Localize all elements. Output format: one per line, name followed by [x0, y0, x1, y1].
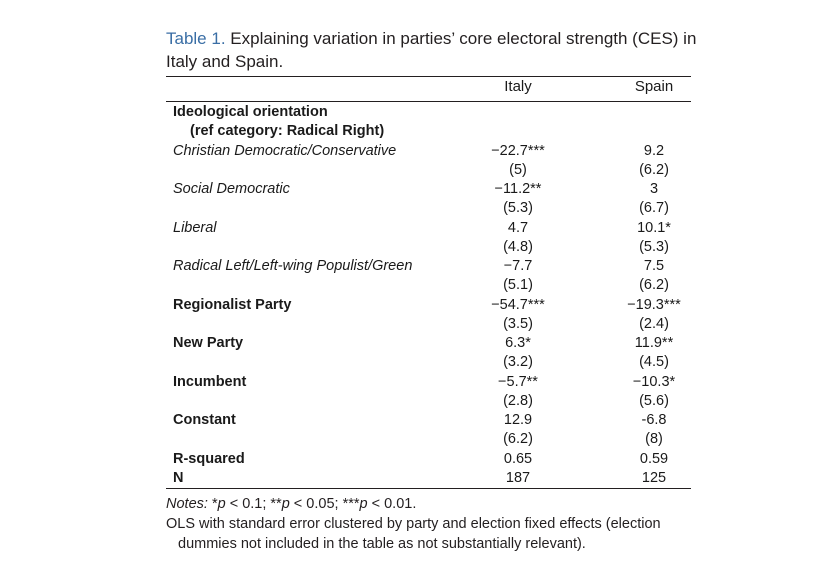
cell-italy: −5.7** — [498, 373, 538, 390]
cell-italy: 4.7 — [507, 219, 529, 236]
cell-spain: −10.3* — [632, 373, 676, 390]
cell-spain: -6.8 — [641, 412, 667, 428]
notes-method: OLS with standard error clustered by par… — [166, 516, 661, 552]
cell-spain: (6.2) — [639, 161, 669, 178]
notes-significance: Notes: *p < 0.1; **p < 0.05; ***p < 0.01… — [166, 496, 417, 512]
cell-spain: 3 — [649, 181, 659, 197]
header-rule — [166, 101, 691, 102]
row-label: N — [173, 469, 184, 486]
table-caption: Table 1. Explaining variation in parties… — [166, 27, 726, 73]
cell-spain: (8) — [645, 431, 663, 448]
row-label: Social Democratic — [173, 181, 290, 197]
row-label: Radical Left/Left-wing Populist/Green — [173, 258, 413, 274]
row-label: R-squared — [173, 450, 245, 467]
cell-spain: (2.4) — [639, 315, 669, 332]
cell-italy: −7.7 — [503, 258, 533, 274]
cell-spain: (5.3) — [639, 238, 669, 255]
cell-italy: (3.2) — [503, 354, 533, 371]
cell-italy: 0.65 — [503, 450, 533, 467]
cell-italy: (3.5) — [503, 315, 533, 332]
cell-spain: 10.1* — [637, 219, 671, 236]
cell-spain: (6.2) — [639, 277, 669, 294]
cell-spain: (6.7) — [639, 200, 669, 217]
row-label: Christian Democratic/Conservative — [173, 142, 397, 159]
cell-italy: −22.7*** — [491, 142, 545, 159]
cell-italy: 6.3* — [505, 335, 531, 351]
cell-spain: 9.2 — [643, 142, 665, 159]
row-label: New Party — [173, 335, 244, 351]
top-rule — [166, 76, 691, 77]
row-label: Liberal — [173, 219, 217, 236]
row-label: Constant — [173, 412, 236, 428]
cell-spain: (4.5) — [639, 354, 669, 371]
table-title: Explaining variation in parties’ core el… — [166, 29, 697, 71]
cell-italy: (6.2) — [503, 431, 533, 448]
cell-spain: 11.9** — [634, 335, 674, 351]
table-notes: Notes: *p < 0.1; **p < 0.05; ***p < 0.01… — [166, 494, 726, 554]
cell-italy: (5) — [509, 161, 527, 178]
cell-italy: (4.8) — [503, 238, 533, 255]
cell-spain: (5.6) — [639, 392, 669, 409]
cell-italy: 187 — [505, 469, 531, 486]
cell-italy: −54.7*** — [491, 296, 545, 313]
column-header-italy: Italy — [504, 78, 532, 95]
row-label: Regionalist Party — [173, 296, 292, 313]
cell-italy: 12.9 — [503, 412, 533, 428]
row-label: Ideological orientation — [173, 104, 328, 120]
row-label: Incumbent — [173, 373, 247, 390]
cell-spain: −19.3*** — [627, 296, 681, 313]
cell-spain: 125 — [641, 469, 667, 486]
column-header-spain: Spain — [634, 78, 674, 95]
cell-italy: −11.2** — [494, 181, 542, 197]
cell-italy: (5.1) — [503, 277, 533, 294]
cell-spain: 0.59 — [639, 450, 669, 467]
row-label: (ref category: Radical Right) — [190, 123, 385, 140]
bottom-rule — [166, 488, 691, 489]
cell-spain: 7.5 — [643, 258, 665, 274]
table-label: Table 1. — [166, 29, 226, 48]
cell-italy: (2.8) — [503, 392, 533, 409]
cell-italy: (5.3) — [503, 200, 533, 217]
